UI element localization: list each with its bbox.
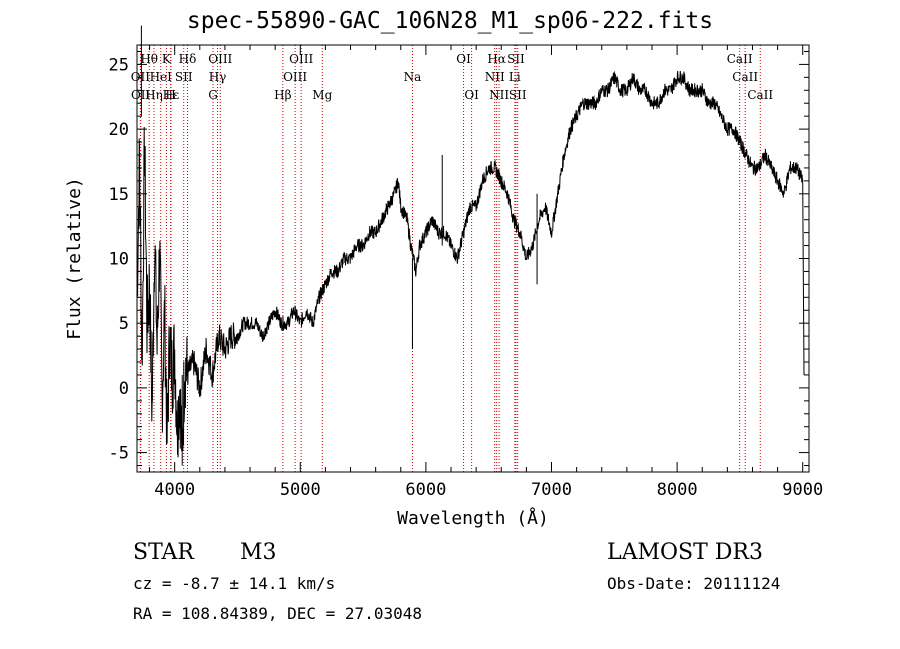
x-tick-label: 6000 — [405, 480, 446, 500]
spectrum-plot: HθKHδOIIIOIIIOIHαSIICaIIOIIHeISIIHγOIIIN… — [64, 25, 823, 529]
line-marker-label: OIII — [283, 70, 307, 84]
line-marker-label: CaII — [727, 52, 753, 66]
line-marker-label: OI — [464, 88, 479, 102]
object-subclass: M3 — [240, 540, 277, 565]
y-tick-label: -5 — [109, 444, 129, 464]
y-tick-label: 5 — [119, 314, 129, 334]
line-marker-label: Mg — [312, 88, 332, 102]
line-marker-label: Hβ — [274, 88, 291, 102]
y-tick-label: 20 — [109, 120, 129, 140]
object-class: STAR — [133, 540, 194, 565]
line-marker-label: CaII — [747, 88, 773, 102]
x-tick-label: 8000 — [657, 480, 698, 500]
line-marker-label: Hδ — [179, 52, 197, 66]
x-axis-label: Wavelength (Å) — [397, 507, 549, 529]
ra-dec-coordinates: RA = 108.84389, DEC = 27.03048 — [133, 604, 422, 623]
y-axis-label: Flux (relative) — [64, 177, 85, 340]
x-tick-label: 9000 — [782, 480, 823, 500]
line-marker-label: Hε — [163, 88, 180, 102]
line-marker-label: Li — [509, 70, 521, 84]
line-marker-label: NII — [485, 70, 505, 84]
observation-date: Obs-Date: 20111124 — [607, 574, 781, 593]
x-tick-label: 4000 — [154, 480, 195, 500]
line-marker-label: OI — [456, 52, 471, 66]
x-tick-label: 5000 — [280, 480, 321, 500]
line-marker-label: CaII — [732, 70, 758, 84]
y-tick-label: 15 — [109, 185, 129, 205]
line-marker-label: SII — [509, 88, 527, 102]
chart-title: spec-55890-GAC_106N28_M1_sp06-222.fits — [186, 8, 714, 34]
line-marker-label: Hα — [487, 52, 506, 66]
line-marker-label: Hη — [145, 88, 163, 102]
plot-frame — [136, 44, 810, 473]
line-marker-label: HeI — [150, 70, 173, 84]
y-tick-label: 25 — [109, 55, 129, 75]
y-tick-label: 10 — [109, 250, 129, 270]
y-tick-label: 0 — [119, 379, 129, 399]
line-marker-label: OIII — [289, 52, 313, 66]
line-marker-label: H — [165, 88, 175, 102]
line-marker-label: Hθ — [140, 52, 158, 66]
line-marker-label: SII — [175, 70, 193, 84]
spectrum-line — [136, 70, 805, 458]
line-marker-label: OIII — [208, 52, 232, 66]
line-marker-label: G — [208, 88, 218, 102]
line-marker-label: Na — [404, 70, 422, 84]
line-marker-label: OII — [131, 88, 151, 102]
line-marker-label: NII — [489, 88, 509, 102]
line-marker-label: SII — [507, 52, 525, 66]
survey-name: LAMOST DR3 — [607, 540, 763, 565]
line-marker-label: K — [162, 52, 172, 66]
redshift-cz: cz = -8.7 ± 14.1 km/s — [133, 574, 336, 593]
line-marker-label: Hγ — [209, 70, 227, 84]
x-tick-label: 7000 — [531, 480, 572, 500]
